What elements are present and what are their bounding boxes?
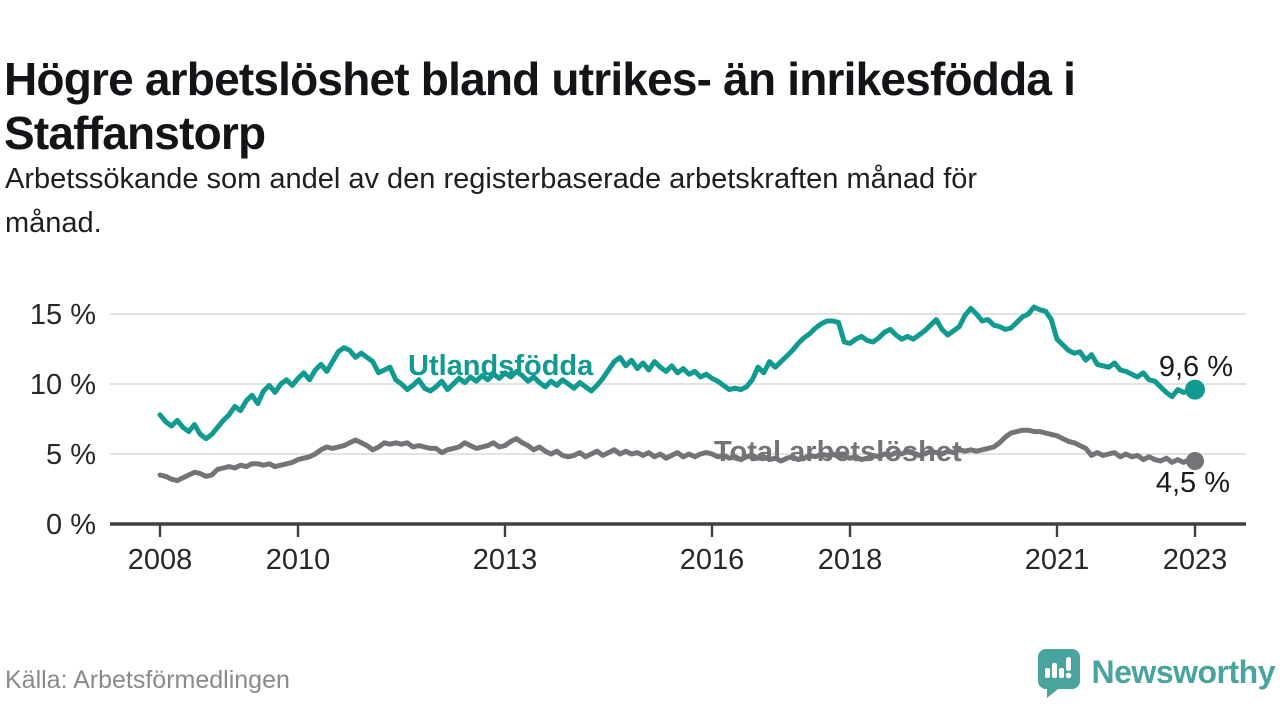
end-value-label-total: 4,5 % bbox=[1155, 467, 1230, 499]
y-tick-label: 10 % bbox=[30, 369, 96, 401]
series-line-1 bbox=[157, 427, 1198, 484]
x-tick-label: 2013 bbox=[473, 544, 538, 576]
x-tick-label: 2010 bbox=[266, 544, 331, 576]
source-note: Källa: Arbetsförmedlingen bbox=[5, 666, 290, 694]
x-tick-label: 2018 bbox=[818, 544, 883, 576]
page-title-line1: Högre arbetslöshet bland utrikes- än inr… bbox=[4, 52, 1076, 105]
series-label-total-arbetsloshet: Total arbetslöshet bbox=[714, 436, 962, 468]
end-value-label-utlandsfodda: 9,6 % bbox=[1158, 351, 1233, 383]
exclamation-dot bbox=[1065, 672, 1071, 679]
series-end-dot-0 bbox=[1185, 379, 1205, 400]
page-subtitle-line1: Arbetssökande som andel av den registerb… bbox=[5, 163, 978, 195]
newsworthy-logo-icon bbox=[1037, 649, 1080, 698]
page-subtitle: Arbetssökande som andel av den registerb… bbox=[5, 158, 1277, 245]
bar-3 bbox=[1058, 668, 1064, 678]
series-end-dot-1 bbox=[1186, 452, 1204, 470]
newsworthy-brand: Newsworthy bbox=[1035, 646, 1276, 698]
y-tick-label: 5 % bbox=[46, 439, 96, 471]
bar-2 bbox=[1051, 663, 1057, 678]
page-title: Högre arbetslöshet bland utrikes- än inr… bbox=[4, 53, 1276, 161]
newsworthy-wordmark: Newsworthy bbox=[1091, 653, 1276, 690]
bar-1 bbox=[1044, 668, 1050, 678]
series-label-utlandsfodda: Utlandsfödda bbox=[408, 350, 594, 382]
exclamation-bar bbox=[1065, 657, 1071, 671]
y-tick-label: 0 % bbox=[46, 509, 96, 541]
series-line-0 bbox=[157, 304, 1198, 442]
page-title-line2: Staffanstorp bbox=[4, 106, 266, 159]
y-tick-label: 15 % bbox=[30, 299, 96, 331]
page-subtitle-line2: månad. bbox=[5, 206, 102, 239]
x-tick-label: 2023 bbox=[1163, 544, 1228, 576]
x-tick-label: 2016 bbox=[680, 544, 745, 576]
x-tick-label: 2008 bbox=[128, 544, 193, 576]
x-tick-label: 2021 bbox=[1025, 544, 1090, 576]
